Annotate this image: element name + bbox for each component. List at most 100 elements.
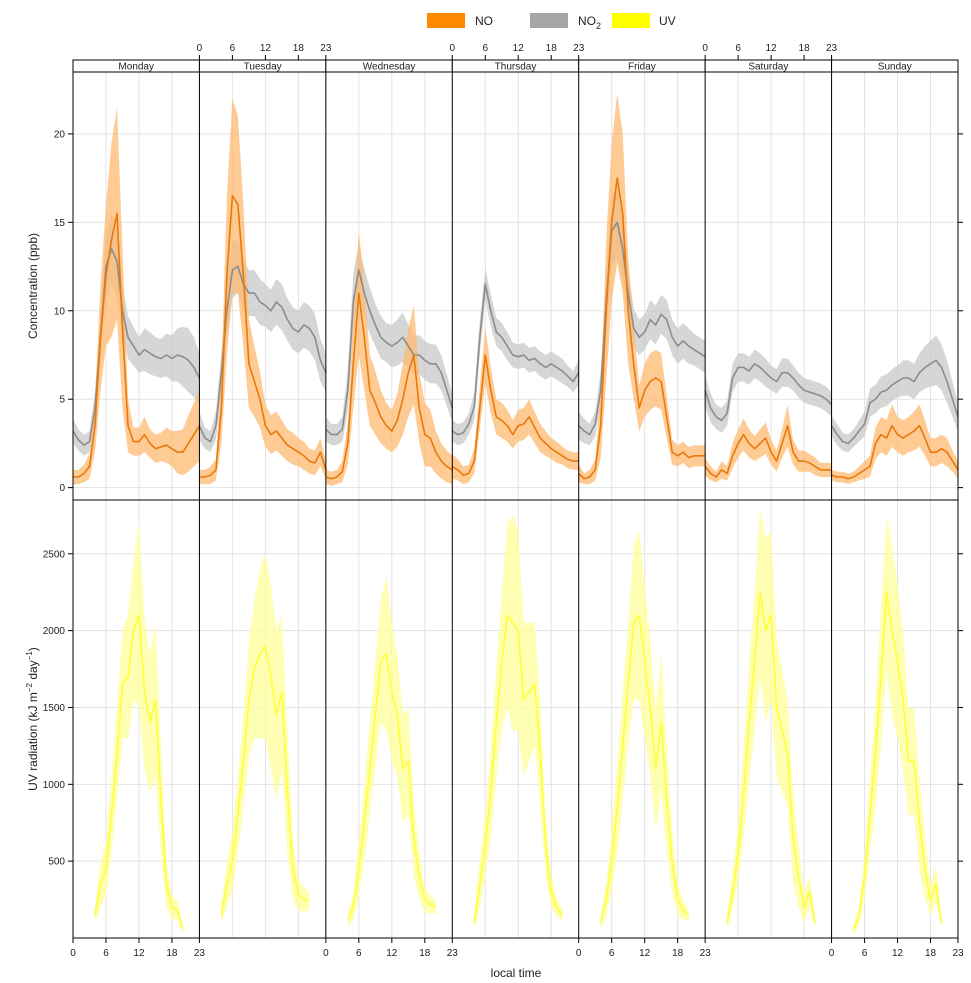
y-tick-label: 1000: [43, 780, 66, 791]
series-line-uv: [220, 645, 310, 916]
day-strips: Monday Tuesday Wednesday Thursday Friday Satu…: [72, 59, 959, 73]
legend-swatch: [530, 13, 568, 28]
series-line-no2: [198, 265, 327, 443]
series-line-no: [578, 177, 706, 480]
series-line-uv: [473, 614, 563, 923]
x-tick-label: 23: [700, 948, 712, 959]
series-band-no2: [705, 349, 832, 433]
day-strip-label: Sunday: [878, 62, 912, 73]
x-tick-label: 12: [133, 948, 145, 959]
x-tick-label: 6: [609, 948, 615, 959]
series-lines: [72, 177, 959, 931]
x-tick-label: 6: [482, 43, 488, 54]
series-band-no2: [452, 268, 579, 446]
series-line-no: [451, 354, 579, 477]
x-tick-label: 18: [166, 948, 178, 959]
day-strip-label: Saturday: [748, 62, 788, 73]
x-tick-label: 0: [450, 43, 456, 54]
x-tick-label: 18: [672, 948, 684, 959]
x-tick-label: 23: [194, 948, 206, 959]
legend-label: NO: [475, 14, 493, 28]
y-tick-label: 10: [54, 306, 66, 317]
x-tick-label: 23: [447, 948, 459, 959]
y-axis-label: Concentration (ppb): [26, 233, 40, 339]
day-strip-label: Thursday: [495, 62, 537, 73]
x-tick-label: 6: [735, 43, 741, 54]
series-band-uv: [727, 507, 816, 931]
y-axis-label: UV radiation (kJ m−2 day−1): [25, 647, 40, 791]
x-tick-label: 18: [419, 948, 431, 959]
series-band-no: [831, 404, 958, 485]
series-line-no: [73, 212, 201, 478]
series-line-uv: [347, 652, 437, 920]
y-tick-label: 500: [48, 857, 65, 868]
x-tick-label: 23: [826, 43, 838, 54]
x-tick-label: 12: [386, 948, 398, 959]
series-band-no2: [831, 335, 958, 453]
legend: NO NO2 UV: [427, 13, 676, 31]
legend-swatch: [612, 13, 650, 28]
series-line-uv: [599, 614, 690, 923]
y-tick-label: 0: [59, 483, 65, 494]
y-tick-label: 2000: [43, 626, 66, 637]
y-tick-label: 20: [54, 129, 66, 140]
series-line-no: [831, 424, 959, 480]
day-strip-label: Monday: [118, 62, 154, 73]
series-line-no2: [325, 269, 454, 436]
legend-swatch: [427, 13, 465, 28]
series-line-no: [199, 195, 327, 478]
legend-label: NO2: [578, 14, 601, 31]
day-strip-label: Wednesday: [363, 62, 416, 73]
series-band-uv: [221, 553, 310, 925]
series-line-no2: [72, 248, 201, 447]
x-tick-label: 23: [320, 43, 332, 54]
y-tick-label: 2500: [43, 549, 66, 560]
series-line-uv: [852, 591, 943, 931]
series-band-uv: [853, 515, 942, 935]
x-tick-label: 0: [323, 948, 329, 959]
series-line-no2: [578, 221, 706, 436]
x-tick-label: 12: [766, 43, 778, 54]
x-tick-label: 0: [197, 43, 203, 54]
x-tick-label: 12: [639, 948, 651, 959]
series-band-no: [199, 98, 326, 485]
series-band-uv: [95, 523, 183, 934]
x-tick-label: 23: [573, 43, 585, 54]
series-band-no: [578, 93, 706, 485]
confidence-bands: [73, 93, 958, 935]
panel-frame: [72, 499, 959, 939]
gridlines: [73, 72, 958, 938]
x-tick-label: 6: [230, 43, 236, 54]
x-tick-label: 6: [103, 948, 109, 959]
series-line-uv: [726, 591, 816, 923]
x-tick-label: 12: [892, 948, 904, 959]
x-tick-label: 6: [356, 948, 362, 959]
series-line-no: [704, 424, 832, 478]
axes: 0 5 10 15 20 Concentration (ppb) 500 1000 1500 20…: [25, 43, 964, 959]
day-strip-label: Friday: [628, 62, 656, 73]
x-tick-label: 18: [293, 43, 305, 54]
series-line-no: [325, 292, 453, 480]
x-tick-label: 18: [925, 948, 937, 959]
series-line-no2: [830, 359, 959, 445]
x-tick-label: 18: [799, 43, 811, 54]
series-band-no: [325, 231, 453, 486]
series-band-no2: [73, 213, 200, 456]
panel-frames: [72, 71, 959, 939]
x-axis-label: local time: [491, 966, 542, 980]
x-tick-label: 6: [862, 948, 868, 959]
x-tick-label: 12: [513, 43, 525, 54]
x-tick-label: 0: [702, 43, 708, 54]
series-band-uv: [474, 515, 563, 931]
legend-label: UV: [659, 14, 676, 28]
x-tick-label: 23: [952, 948, 964, 959]
x-tick-label: 0: [70, 948, 76, 959]
x-tick-label: 0: [829, 948, 835, 959]
series-line-no2: [451, 283, 580, 436]
series-line-no2: [704, 362, 833, 422]
x-tick-label: 0: [576, 948, 582, 959]
series-band-uv: [600, 530, 689, 931]
series-line-uv: [94, 614, 184, 930]
x-tick-label: 12: [260, 43, 272, 54]
